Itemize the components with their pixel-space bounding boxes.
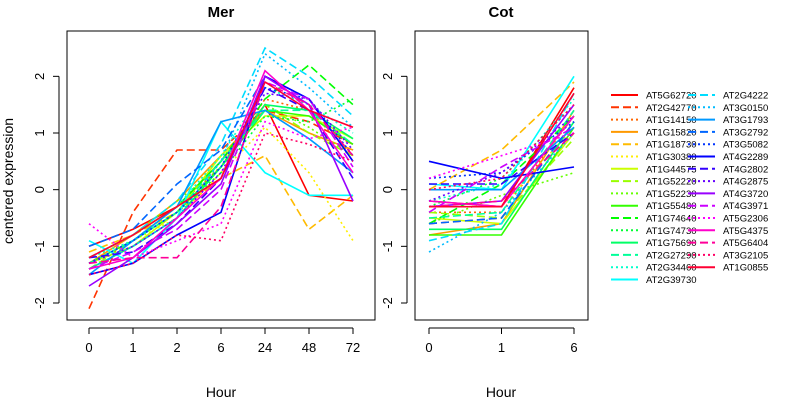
mer-series-line [88,109,354,276]
legend-entry-label: AT2G4222 [723,91,768,102]
legend-entry-label: AT1G15820 [646,127,697,138]
mer-series-line [88,98,354,265]
legend-entry-label: AT2G39730 [646,275,697,286]
mer-x-axis: 0 1 2 6 24 48 72 [85,327,360,355]
cot-series-line [428,160,575,180]
mer-series-line [88,109,354,265]
mer-x-tick-label: 0 [85,340,92,355]
cot-series-line [428,171,575,225]
mer-series-line [88,86,354,259]
cot-series-line [429,121,575,231]
cot-y-tick-label: 0 [380,186,395,193]
mer-series-line [88,69,354,270]
legend-entry-label: AT1G52230 [646,189,697,200]
cot-series-line [428,115,575,202]
legend-entry-label: AT5G62720 [646,91,697,102]
cot-title: Cot [489,4,514,21]
legend-entry-label: AT1G74730 [646,226,697,237]
mer-series-line [88,80,354,259]
cot-series-line [428,109,575,236]
legend-entry-label: AT3G1793 [723,115,768,126]
legend-entry-label: AT4G2802 [723,164,768,175]
mer-y-tick-label: 0 [32,186,47,193]
cot-y-tick-label: 2 [380,73,395,80]
legend-entry-label: AT3G0150 [723,103,768,114]
cot-series-line [428,132,575,208]
mer-plot-frame [66,30,376,321]
mer-series-line [88,80,354,265]
legend-entry-label: AT2G42770 [646,103,697,114]
legend-entry-label: AT5G4375 [723,226,768,237]
cot-series-line [428,121,575,180]
cot-series-line [429,132,575,185]
mer-series-lines [88,46,354,310]
mer-series-line [88,126,354,259]
cot-x-tick-label: 6 [570,340,577,355]
legend-entry-label: AT5G2306 [723,214,768,225]
cot-series-line [428,132,575,180]
cot-series-line [428,121,575,225]
cot-plot-frame [414,30,589,321]
cot-y-tick-label: -1 [380,241,395,253]
legend-entry-label: AT3G2792 [723,127,768,138]
mer-title: Mer [208,4,235,21]
legend-entry-label: AT1G0855 [723,263,768,274]
mer-x-tick-label: 48 [302,340,316,355]
y-axis-label: centered expression [0,118,16,244]
mer-series-line [88,115,354,265]
mer-y-tick-label: -1 [32,241,47,253]
mer-x-tick-label: 24 [258,340,272,355]
mer-series-line [88,52,354,270]
legend-entry-label: AT4G3971 [723,201,768,212]
legend-entry-label: AT4G3720 [723,189,768,200]
cot-x-axis: 0 1 6 [425,327,578,355]
legend-entry-label: AT1G18730 [646,140,697,151]
cot-series-line [428,126,575,213]
legend-entry-label: AT2G34460 [646,263,697,274]
cot-y-tick-label: -2 [380,297,395,309]
mer-series-line [88,132,354,276]
mer-y-tick-label: 1 [32,129,47,136]
cot-series-line [428,109,575,219]
cot-x-tick-label: 0 [425,340,432,355]
mer-y-axis: -2 -1 0 1 2 [32,73,60,309]
mer-y-tick-label: 2 [32,73,47,80]
mer-series-line [88,109,354,265]
legend-entry-label: AT3G2105 [723,250,768,261]
mer-x-tick-label: 72 [346,340,360,355]
cot-x-tick-label: 1 [498,340,505,355]
mer-series-line [88,80,354,270]
legend-entry-label: AT1G44575 [646,164,697,175]
cot-series-line [429,126,575,191]
legend-entry-label: AT3G5082 [723,140,768,151]
mer-x-tick-label: 6 [217,340,224,355]
legend-entry-label: AT4G2289 [723,152,768,163]
mer-series-line [88,109,354,264]
legend-entry-label: AT1G55480 [646,201,697,212]
mer-y-tick-label: -2 [32,297,47,309]
cot-series-line [429,92,575,208]
legend-entry-label: AT1G75690 [646,238,697,249]
mer-x-tick-label: 1 [129,340,136,355]
cot-series-line [428,81,575,191]
legend-entry-label: AT5G6404 [723,238,768,249]
legend-entry-label: AT1G74640 [646,214,697,225]
legend-entry-label: AT2G27290 [646,250,697,261]
cot-y-tick-label: 1 [380,129,395,136]
legend-entry-label: AT1G30380 [646,152,697,163]
mer-x-tick-label: 2 [173,340,180,355]
cot-panel: Cot 0 1 6 -2 -1 0 1 2 Hour [380,4,589,400]
mer-series-line [88,109,354,310]
legend-entry-label: AT1G52220 [646,177,697,188]
legend-entry-label: AT1G14150 [646,115,697,126]
cot-x-axis-label: Hour [486,384,517,400]
cot-series-lines [428,75,575,253]
mer-x-axis-label: Hour [206,384,237,400]
mer-series-line [88,103,354,259]
mer-panel: Mer 0 1 2 6 24 48 72 -2 -1 0 1 2 Hour centered exp… [0,4,376,400]
legend-entry-label: AT4G2875 [723,177,768,188]
cot-y-axis: -2 -1 0 1 2 [380,73,408,309]
